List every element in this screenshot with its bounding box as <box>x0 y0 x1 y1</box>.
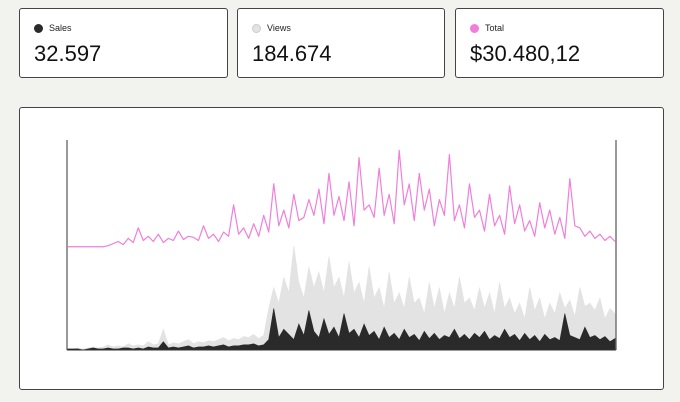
card-label: Sales <box>34 23 72 33</box>
total-card: Total $30.480,12 <box>455 8 664 78</box>
label-text: Views <box>267 23 291 33</box>
legend-dot <box>34 23 43 33</box>
views-area <box>67 245 616 351</box>
card-value: 184.674 <box>252 41 332 66</box>
card-label: Views <box>252 23 291 33</box>
card-value: 32.597 <box>34 41 102 66</box>
views-card: Views 184.674 <box>237 8 445 78</box>
sales-area <box>67 308 616 351</box>
sales-card: Sales 32.597 <box>19 8 228 78</box>
label-text: Sales <box>49 23 72 33</box>
card-label: Total <box>470 23 504 33</box>
total-line <box>68 149 616 248</box>
card-value: $30.480,12 <box>470 41 581 66</box>
label-text: Total <box>485 23 505 33</box>
legend-dot <box>470 23 479 33</box>
legend-dot <box>252 23 261 33</box>
